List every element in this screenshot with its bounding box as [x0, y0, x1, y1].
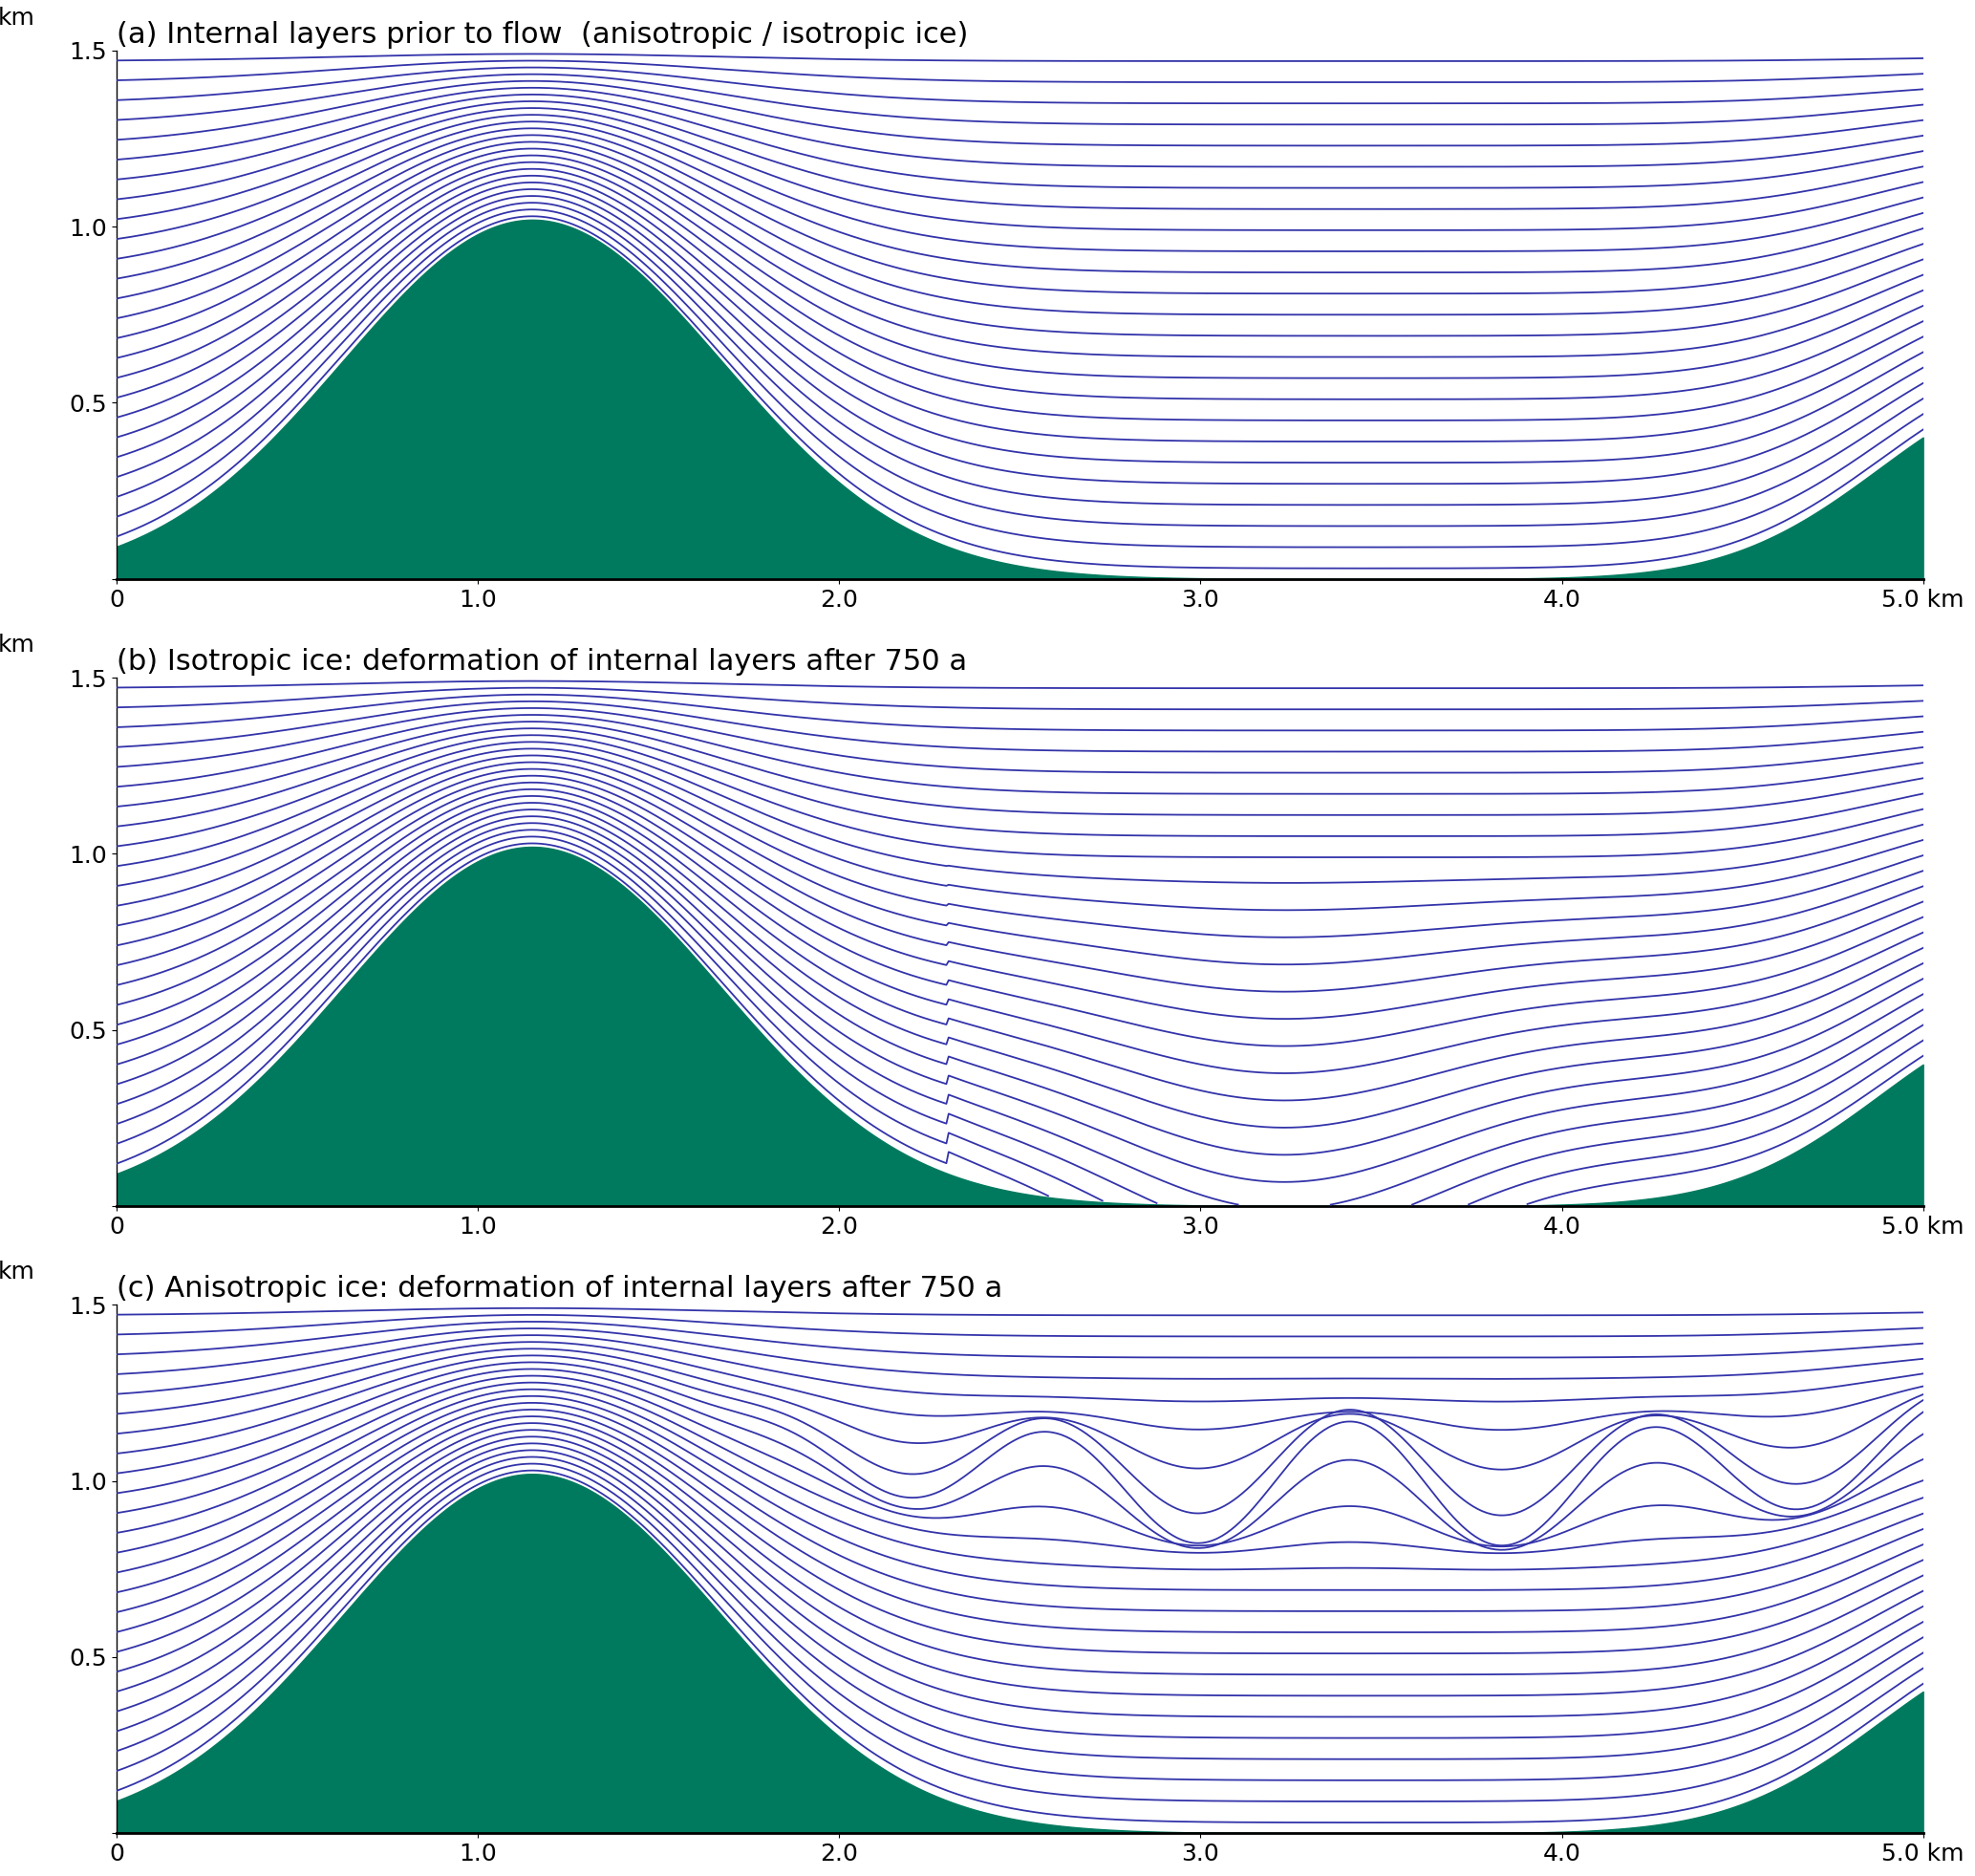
Text: (a) Internal layers prior to flow  (anisotropic / isotropic ice): (a) Internal layers prior to flow (aniso…	[117, 21, 968, 49]
Text: km: km	[0, 1261, 36, 1283]
Text: (b) Isotropic ice: deformation of internal layers after 750 a: (b) Isotropic ice: deformation of intern…	[117, 647, 968, 675]
Text: (c) Anisotropic ice: deformation of internal layers after 750 a: (c) Anisotropic ice: deformation of inte…	[117, 1276, 1003, 1302]
Text: km: km	[0, 6, 36, 30]
Text: km: km	[0, 634, 36, 657]
